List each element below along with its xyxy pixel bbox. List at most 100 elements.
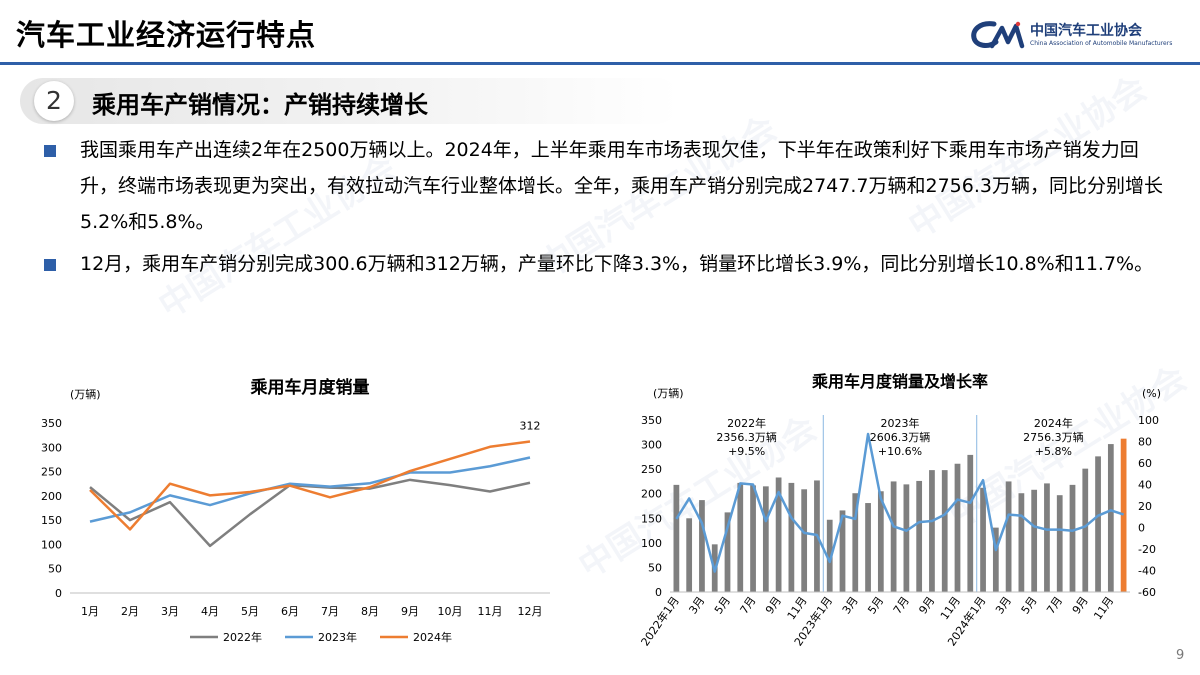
x-tick-label: 9月 <box>916 594 937 616</box>
bullet-item: 12月，乘用车产销分别完成300.6万辆和312万辆，产量环比下降3.3%，销量… <box>44 246 1164 282</box>
x-tick-label: 7月 <box>321 605 339 618</box>
x-tick-label: 6月 <box>281 605 299 618</box>
combo-chart-svg: 乘用车月度销量及增长率(万辆) (%)050100150200250300350-… <box>638 372 1161 649</box>
sales-bar <box>686 518 693 592</box>
left-y-tick-label: 0 <box>655 586 662 599</box>
series-line-2022年 <box>89 478 531 548</box>
bullet-list: 我国乘用车产出连续2年在2500万辆以上。2024年，上半年乘用车市场表现欠佳，… <box>44 132 1164 282</box>
right-axis-unit-label: (%) <box>1142 387 1161 400</box>
sales-bar <box>1069 484 1076 592</box>
x-tick-label: 9月 <box>1070 594 1091 616</box>
left-y-tick-label: 250 <box>641 463 662 476</box>
caam-logo-icon <box>971 21 1025 49</box>
x-tick-label: 2022年1月 <box>638 594 682 649</box>
sales-bar <box>788 482 795 592</box>
logo-text: 中国汽车工业协会 <box>1030 23 1142 39</box>
bullet-text: 12月，乘用车产销分别完成300.6万辆和312万辆，产量环比下降3.3%，销量… <box>80 253 1154 275</box>
annotation-growth: +10.6% <box>878 445 922 458</box>
sales-bar <box>992 527 999 592</box>
left-y-tick-label: 300 <box>641 439 662 452</box>
y-tick-label: 100 <box>41 538 62 551</box>
legend-label: 2023年 <box>318 630 357 644</box>
x-tick-label: 8月 <box>361 605 379 618</box>
caam-logo: 中国汽车工业协会 China Association of Automobile… <box>970 18 1185 52</box>
right-y-tick-label: 20 <box>1138 500 1152 513</box>
right-y-tick-label: -20 <box>1138 543 1156 556</box>
x-tick-label: 11月 <box>938 594 963 622</box>
series-line-2024年 <box>89 440 531 531</box>
x-tick-label: 1月 <box>81 605 99 618</box>
x-tick-label: 2月 <box>121 605 139 618</box>
sales-bar <box>1107 444 1114 592</box>
x-tick-label: 5月 <box>712 594 733 616</box>
right-y-tick-label: -40 <box>1138 565 1156 578</box>
sales-bar <box>1082 468 1089 592</box>
left-axis-unit-label: (万辆) <box>653 386 684 400</box>
sales-bar <box>916 480 923 592</box>
logo-subtext: China Association of Automobile Manufact… <box>1030 40 1173 47</box>
sales-bar <box>967 454 974 592</box>
header-rule <box>0 62 1200 65</box>
x-tick-label: 9月 <box>763 594 784 616</box>
sales-bar <box>929 470 935 592</box>
annotation-growth: +5.8% <box>1035 445 1072 458</box>
annotation-year: 2023年 <box>881 416 920 430</box>
sales-bar <box>801 489 808 592</box>
growth-rate-line <box>675 432 1125 573</box>
right-y-tick-label: 100 <box>1138 414 1159 427</box>
sales-bar <box>1120 438 1127 592</box>
page-number: 9 <box>1176 648 1185 663</box>
sales-bar <box>1018 493 1025 592</box>
x-tick-label: 4月 <box>201 605 219 618</box>
y-tick-label: 250 <box>41 466 62 479</box>
sales-bar <box>890 481 897 592</box>
bullet-item: 我国乘用车产出连续2年在2500万辆以上。2024年，上半年乘用车市场表现欠佳，… <box>44 132 1164 240</box>
annotation-growth: +9.5% <box>728 445 765 458</box>
right-y-tick-label: 60 <box>1138 457 1152 470</box>
x-tick-label: 5月 <box>865 594 886 616</box>
slide-title: 汽车工业经济运行特点 <box>16 18 317 52</box>
sales-bar <box>724 512 731 592</box>
series-line-2023年 <box>89 456 531 523</box>
x-tick-label: 12月 <box>518 605 543 618</box>
annotation-total: 2606.3万辆 <box>870 430 931 444</box>
x-tick-label: 10月 <box>438 605 463 618</box>
chart-title: 乘用车月度销量及增长率 <box>811 372 988 391</box>
left-y-tick-label: 350 <box>641 414 662 427</box>
sales-bar <box>762 486 769 592</box>
sales-bar <box>775 477 782 592</box>
sales-bar <box>852 493 859 592</box>
right-y-tick-label: -60 <box>1138 586 1156 599</box>
right-y-tick-label: 40 <box>1138 479 1152 492</box>
x-tick-label: 3月 <box>686 594 707 616</box>
sales-bar <box>737 482 744 592</box>
sales-bar <box>699 500 705 592</box>
left-y-tick-label: 200 <box>641 488 662 501</box>
sales-bar <box>1095 456 1101 592</box>
sales-bar <box>673 484 680 592</box>
sales-bar <box>903 484 910 592</box>
bullet-square-icon <box>44 259 56 271</box>
left-y-tick-label: 100 <box>641 537 662 550</box>
sales-bar <box>941 470 948 592</box>
left-y-tick-label: 150 <box>641 512 662 525</box>
sales-bar <box>1031 489 1038 592</box>
section-heading: 2 乘用车产销情况：产销持续增长 <box>20 78 680 124</box>
x-tick-label: 11月 <box>478 605 503 618</box>
x-tick-label: 7月 <box>738 594 759 616</box>
y-tick-label: 50 <box>48 563 62 576</box>
sales-bar <box>750 485 756 592</box>
end-data-label: 312 <box>520 419 541 432</box>
sales-bar <box>877 491 884 592</box>
x-tick-label: 7月 <box>891 594 912 616</box>
annotation-total: 2356.3万辆 <box>716 430 777 444</box>
annotation-year: 2022年 <box>727 416 766 430</box>
bullet-text: 我国乘用车产出连续2年在2500万辆以上。2024年，上半年乘用车市场表现欠佳，… <box>80 139 1163 233</box>
left-y-tick-label: 50 <box>648 561 662 574</box>
annotation-total: 2756.3万辆 <box>1023 430 1084 444</box>
legend-label: 2024年 <box>413 630 452 644</box>
section-title: 乘用车产销情况：产销持续增长 <box>92 91 428 119</box>
monthly-sales-line-chart: 乘用车月度销量 (万辆) 0 50 100 150 200 250 300 350 1月 2月 3月 4月… <box>30 365 570 665</box>
annotation-year: 2024年 <box>1034 416 1073 430</box>
right-y-tick-label: 0 <box>1138 522 1145 535</box>
